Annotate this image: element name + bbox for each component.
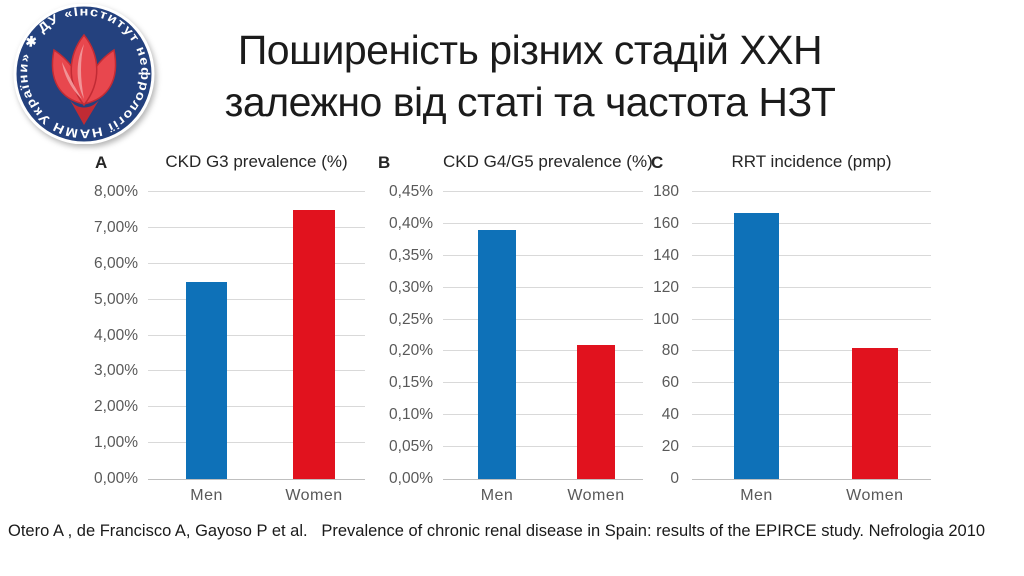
- gridline: [148, 262, 365, 264]
- gridline: [443, 350, 643, 352]
- x-axis-line: [692, 479, 931, 480]
- tulip-icon: [51, 33, 117, 125]
- gridline: [148, 191, 365, 192]
- y-tick-label: 0,10%: [389, 406, 433, 424]
- gridline: [443, 222, 643, 224]
- x-axis-line: [148, 479, 365, 480]
- institute-nephrology-logo: ✱ ДУ «Інститут нефрології НАМН України»: [10, 3, 158, 145]
- chart-title: RRT incidence (pmp): [731, 152, 892, 171]
- x-category-label: Women: [285, 487, 343, 504]
- x-axis-line: [443, 479, 643, 480]
- y-tick-label: 0,30%: [389, 278, 433, 296]
- gridline: [443, 191, 643, 192]
- y-tick-label: 4,00%: [94, 326, 138, 344]
- y-tick-label: 8,00%: [94, 183, 138, 200]
- gridline: [692, 350, 931, 352]
- y-tick-label: 0,15%: [389, 374, 433, 392]
- gridline: [148, 442, 365, 444]
- y-tick-label: 0,25%: [389, 310, 433, 328]
- y-tick-label: 1,00%: [94, 434, 138, 452]
- y-tick-label: 180: [653, 183, 679, 200]
- bar-men: [733, 212, 780, 479]
- plot-area: [443, 191, 643, 480]
- y-tick-label: 0,45%: [389, 183, 433, 200]
- y-tick-label: 100: [653, 310, 679, 328]
- charts-row: A CKD G3 prevalence (%) 8,00% 7,00% 6,00% 5…: [65, 150, 965, 512]
- panel-label-c: C: [651, 153, 664, 172]
- citation: Otero A , de Francisco A, Gayoso P et al…: [8, 522, 986, 540]
- y-tick-label: 5,00%: [94, 290, 138, 308]
- x-category-label: Women: [846, 487, 904, 504]
- gridline: [692, 446, 931, 448]
- y-tick-label: 0,35%: [389, 246, 433, 264]
- chart-title: CKD G3 prevalence (%): [165, 152, 348, 171]
- x-category-label: Men: [740, 487, 773, 504]
- x-axis-labels: Men Women: [692, 479, 931, 511]
- x-category-label: Men: [480, 487, 514, 504]
- gridline: [692, 254, 931, 256]
- slide-title-line1: Поширеність різних стадій ХХН: [237, 27, 823, 73]
- bar-men: [478, 230, 516, 479]
- chart-panel-rrt-incidence: C RRT incidence (pmp) 180 160 140 120 100 80 6…: [651, 150, 931, 511]
- gridline: [148, 298, 365, 300]
- gridline: [692, 414, 931, 416]
- y-tick-label: 0: [670, 470, 679, 487]
- gridline: [443, 414, 643, 416]
- bar-women: [577, 345, 615, 479]
- gridline: [443, 446, 643, 448]
- panel-label-a: A: [95, 153, 108, 172]
- gridline: [692, 191, 931, 192]
- plot-area: [148, 191, 365, 480]
- y-axis-labels: 180 160 140 120 100 80 60 40 20 0: [651, 183, 692, 487]
- gridline: [443, 318, 643, 320]
- y-tick-label: 40: [661, 406, 679, 424]
- slide-title: Поширеність різних стадій ХХН залежно від…: [160, 24, 900, 128]
- y-tick-label: 0,00%: [94, 470, 138, 487]
- y-tick-label: 0,00%: [389, 470, 433, 487]
- y-tick-label: 2,00%: [94, 398, 138, 416]
- gridline: [148, 226, 365, 228]
- slide-title-line2: залежно від статі та частота НЗТ: [224, 79, 836, 125]
- gridline: [443, 286, 643, 288]
- bar-men: [185, 281, 228, 479]
- y-tick-label: 3,00%: [94, 362, 138, 380]
- y-tick-label: 140: [653, 246, 679, 264]
- gridline: [692, 318, 931, 320]
- gridline: [148, 334, 365, 336]
- y-tick-label: 60: [661, 374, 679, 392]
- chart-panel-ckd-g3: A CKD G3 prevalence (%) 8,00% 7,00% 6,00% 5…: [65, 150, 365, 511]
- x-category-label: Women: [567, 487, 625, 504]
- y-tick-label: 7,00%: [94, 218, 138, 236]
- gridline: [148, 370, 365, 372]
- y-tick-label: 160: [653, 214, 679, 232]
- logo-badge-icon: ✱ ДУ «Інститут нефрології НАМН України»: [13, 3, 155, 145]
- bar-women: [852, 348, 898, 479]
- gridline: [692, 382, 931, 384]
- bar-women: [293, 209, 335, 479]
- gridline: [692, 286, 931, 288]
- y-tick-label: 6,00%: [94, 254, 138, 272]
- y-axis-labels: 0,45% 0,40% 0,35% 0,30% 0,25% 0,20% 0,15% 0,10%…: [373, 183, 443, 487]
- gridline: [148, 406, 365, 408]
- y-tick-label: 0,20%: [389, 342, 433, 360]
- gridline: [692, 222, 931, 224]
- chart-title: CKD G4/G5 prevalence (%): [443, 152, 653, 171]
- chart-panel-ckd-g4-g5: B CKD G4/G5 prevalence (%) 0,45% 0,40% 0,3…: [373, 150, 653, 511]
- x-category-label: Men: [190, 487, 223, 504]
- gridline: [443, 382, 643, 384]
- gridline: [443, 254, 643, 256]
- y-tick-label: 0,40%: [389, 214, 433, 232]
- x-axis-labels: Men Women: [443, 479, 643, 511]
- x-axis-labels: Men Women: [148, 479, 365, 511]
- y-tick-label: 0,05%: [389, 438, 433, 456]
- y-tick-label: 20: [661, 438, 679, 456]
- plot-area: [692, 191, 931, 480]
- y-axis-labels: 8,00% 7,00% 6,00% 5,00% 4,00% 3,00% 2,00% 1,00%…: [65, 183, 148, 487]
- y-tick-label: 120: [653, 278, 679, 296]
- y-tick-label: 80: [661, 342, 679, 360]
- panel-label-b: B: [378, 153, 391, 172]
